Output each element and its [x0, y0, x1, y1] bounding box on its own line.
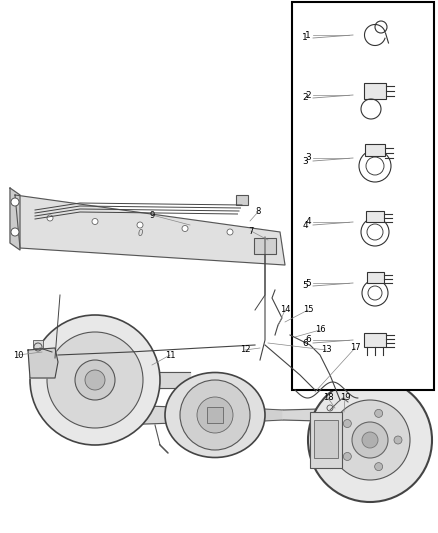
- Text: 3: 3: [302, 157, 308, 166]
- Text: 14: 14: [280, 305, 290, 314]
- Bar: [207, 407, 223, 423]
- Bar: [365, 144, 385, 156]
- Bar: [314, 420, 338, 458]
- Text: 3: 3: [305, 154, 311, 163]
- Bar: [254, 238, 276, 254]
- Text: 5: 5: [305, 279, 311, 287]
- Text: 12: 12: [240, 345, 250, 354]
- Bar: [367, 272, 384, 283]
- Circle shape: [30, 315, 160, 445]
- Circle shape: [394, 436, 402, 444]
- Circle shape: [11, 198, 19, 206]
- Text: 4: 4: [302, 221, 308, 230]
- Bar: [292, 2, 434, 390]
- Circle shape: [92, 219, 98, 224]
- Polygon shape: [283, 409, 320, 421]
- Text: 7: 7: [248, 227, 254, 236]
- Polygon shape: [15, 195, 285, 265]
- Circle shape: [180, 380, 250, 450]
- Circle shape: [227, 229, 233, 235]
- Polygon shape: [115, 405, 175, 425]
- Circle shape: [197, 397, 233, 433]
- Circle shape: [374, 409, 383, 417]
- Text: 0: 0: [137, 229, 143, 238]
- Bar: [364, 83, 386, 99]
- Circle shape: [11, 228, 19, 236]
- Text: 8: 8: [255, 207, 261, 216]
- Text: 19: 19: [340, 393, 350, 402]
- Text: 1: 1: [302, 34, 308, 43]
- Circle shape: [343, 419, 351, 427]
- Ellipse shape: [165, 373, 265, 457]
- Circle shape: [47, 215, 53, 221]
- Circle shape: [85, 370, 105, 390]
- Circle shape: [343, 453, 351, 461]
- Text: 16: 16: [314, 326, 325, 335]
- Circle shape: [75, 360, 115, 400]
- Circle shape: [308, 378, 432, 502]
- Bar: [366, 211, 384, 222]
- Text: 2: 2: [305, 91, 311, 100]
- Text: 10: 10: [13, 351, 23, 359]
- Text: 18: 18: [323, 393, 333, 402]
- Text: 1: 1: [305, 30, 311, 39]
- Circle shape: [374, 463, 383, 471]
- Bar: [310, 412, 342, 468]
- Text: 15: 15: [303, 305, 313, 314]
- Text: 9: 9: [149, 211, 155, 220]
- Polygon shape: [115, 372, 190, 388]
- Text: 2: 2: [302, 93, 308, 102]
- Circle shape: [47, 332, 143, 428]
- Circle shape: [362, 432, 378, 448]
- Circle shape: [182, 225, 188, 231]
- Bar: [236, 195, 248, 205]
- Polygon shape: [10, 188, 20, 250]
- Bar: [364, 333, 386, 347]
- Circle shape: [137, 222, 143, 228]
- Text: 17: 17: [350, 343, 360, 352]
- Bar: [33, 340, 43, 348]
- Polygon shape: [28, 348, 58, 378]
- Text: 6: 6: [302, 338, 308, 348]
- Text: 13: 13: [321, 345, 331, 354]
- Text: 11: 11: [165, 351, 175, 359]
- Text: 6: 6: [305, 335, 311, 344]
- Circle shape: [330, 400, 410, 480]
- Text: 4: 4: [305, 217, 311, 227]
- Polygon shape: [263, 409, 283, 421]
- Text: 5: 5: [302, 281, 308, 290]
- Circle shape: [352, 422, 388, 458]
